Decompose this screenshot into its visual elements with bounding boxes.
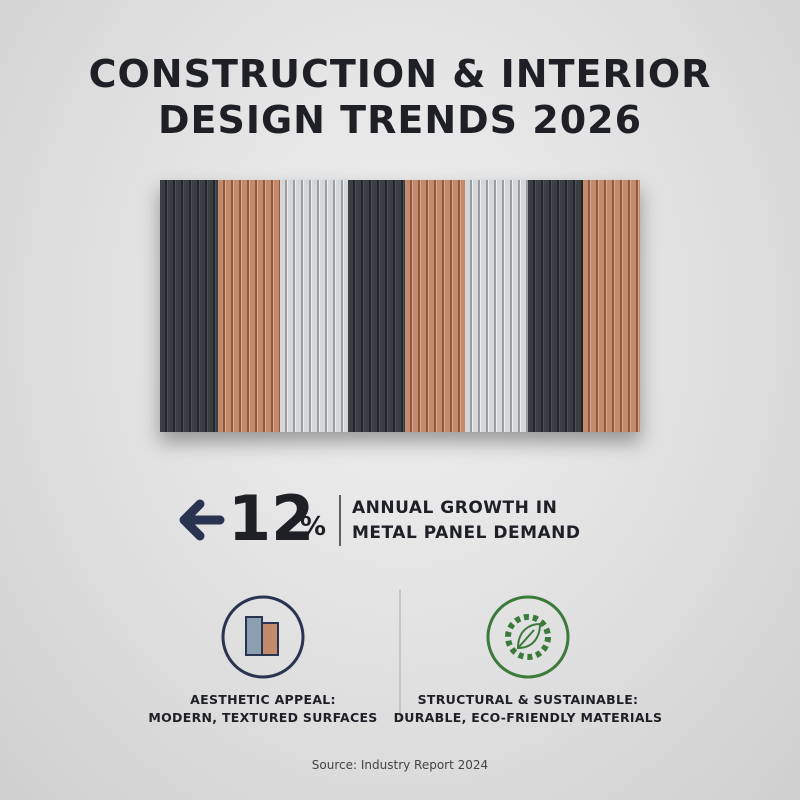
icon-panel [245,616,263,656]
panel [348,180,405,432]
panel [465,180,528,432]
panel [280,180,348,432]
icon-panel [261,622,279,656]
title-line: DESIGN TRENDS 2026 [157,98,643,142]
source: Source: Industry Report 2024 [311,758,489,772]
panel [160,180,218,432]
icon-gear [505,614,551,660]
panel [583,180,640,432]
feature-text: MODERN, TEXTURED SURFACES [148,710,378,725]
stat-caption: ANNUAL GROWTH IN [352,498,558,518]
feature-text: DURABLE, ECO-FRIENDLY MATERIALS [393,710,663,725]
metal-panels [160,180,640,432]
icon-leaf [516,622,542,650]
title-line: CONSTRUCTION & INTERIOR [88,52,712,96]
sustainable-icon [486,595,570,679]
panel [528,180,583,432]
panel [218,180,280,432]
stat-unit: % [300,512,327,542]
stat-caption: METAL PANEL DEMAND [352,523,581,543]
panel [405,180,465,432]
aesthetic-icon [221,595,305,679]
feature-text: STRUCTURAL & SUSTAINABLE: [417,692,639,707]
arrow-icon [179,499,225,541]
feature-text: AESTHETIC APPEAL: [190,692,336,707]
stat-value: 12 [228,482,315,555]
